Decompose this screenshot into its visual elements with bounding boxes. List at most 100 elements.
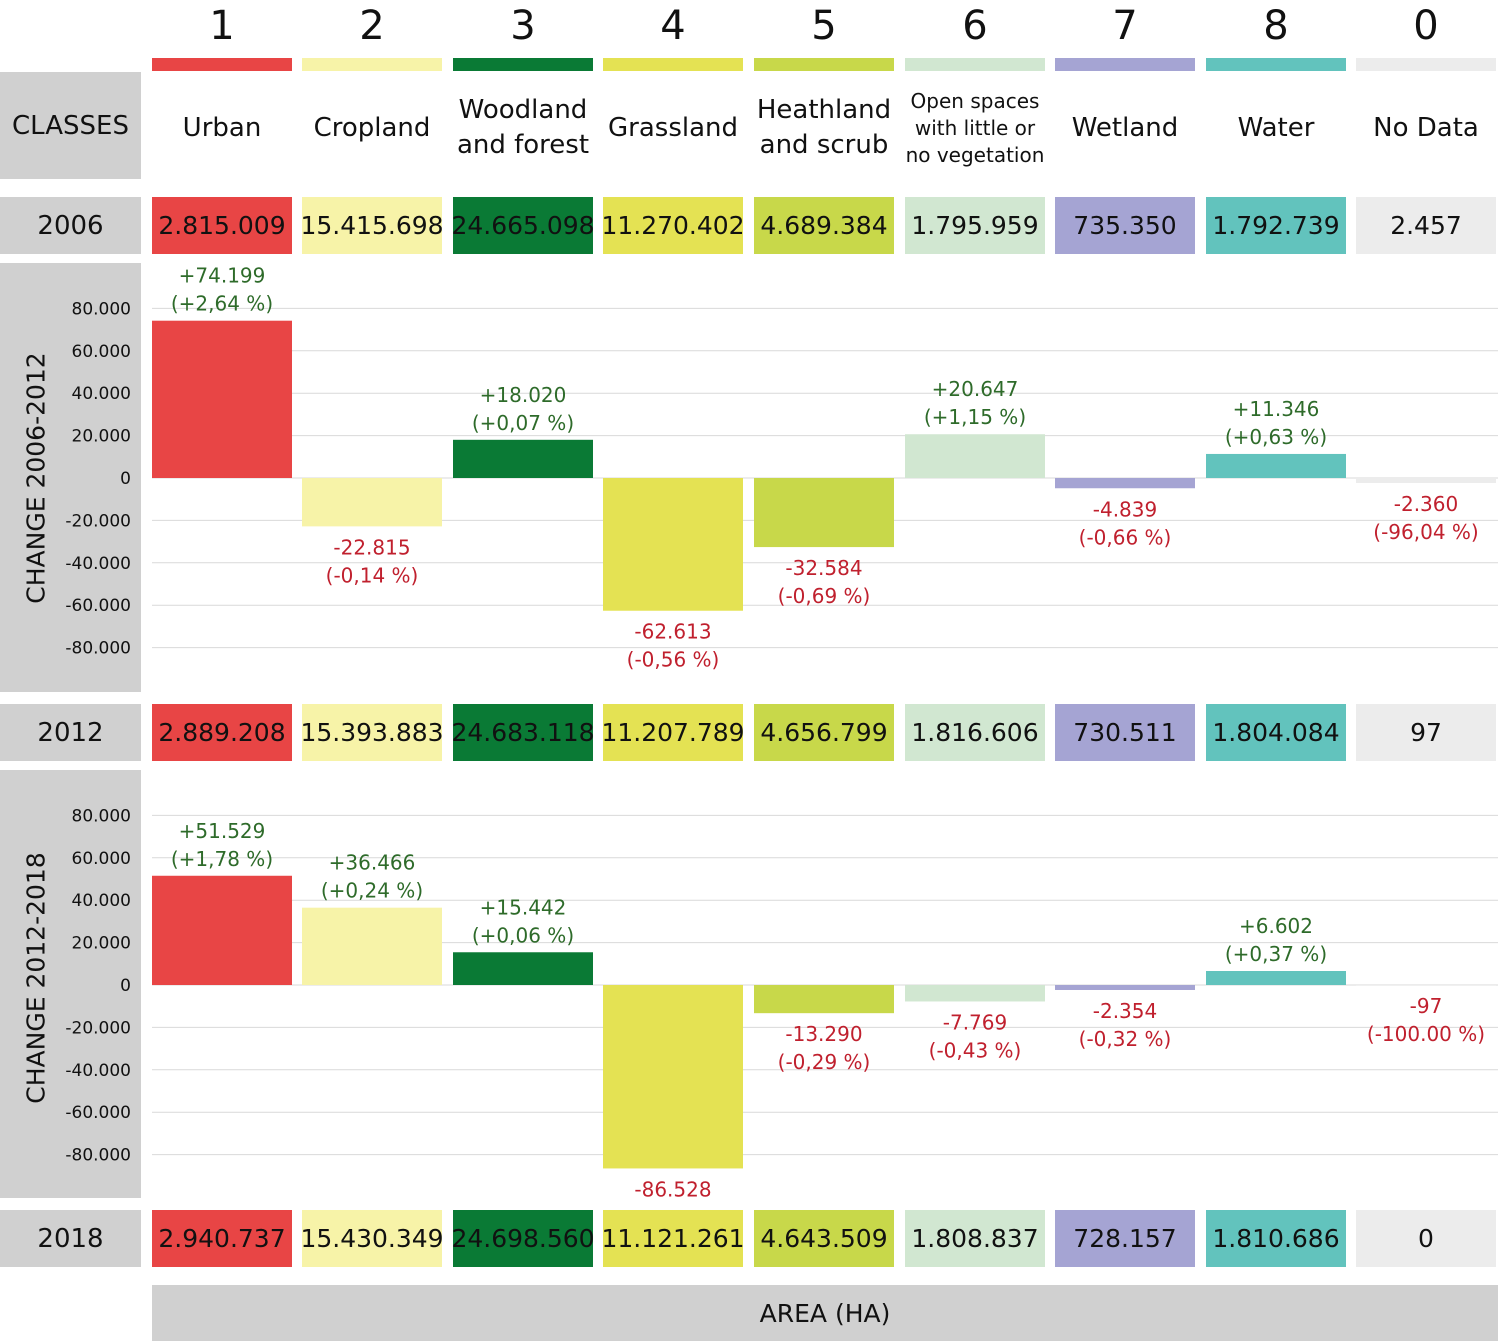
change-value-label: +74.199 — [179, 264, 266, 288]
change-value-label: +6.602 — [1239, 914, 1313, 938]
change-percent-label: (-100.00 %) — [1367, 1022, 1485, 1046]
class-name: Urban — [182, 112, 262, 143]
y-tick-label: -80.000 — [65, 639, 131, 659]
change-bar — [754, 478, 894, 548]
area-value-cell: 24.698.560 — [451, 1210, 595, 1267]
change-percent-label: (-0,29 %) — [778, 1050, 871, 1074]
y-tick-label: 60.000 — [72, 849, 131, 869]
class-code-0: 0 — [1413, 3, 1439, 49]
change-bar — [302, 907, 442, 985]
area-value-cell: 1.792.739 — [1206, 197, 1346, 254]
change-value-label: -2.354 — [1093, 999, 1157, 1023]
y-tick-label: 20.000 — [72, 427, 131, 447]
class-color-swatch — [152, 58, 292, 71]
change-value-label: -4.839 — [1093, 497, 1157, 521]
row-label-2006: 2006 — [0, 197, 141, 254]
area-value-cell: 2.815.009 — [152, 197, 292, 254]
change-percent-label: (-0,69 %) — [778, 584, 871, 608]
area-value-cell: 11.121.261 — [601, 1210, 745, 1267]
y-tick-label: -20.000 — [65, 1018, 131, 1038]
y-tick-label: -40.000 — [65, 1061, 131, 1081]
class-color-swatch — [453, 58, 593, 71]
class-code-4: 4 — [660, 3, 686, 49]
class-code-5: 5 — [811, 3, 837, 49]
change-value-label: -62.613 — [634, 620, 711, 644]
year-2018-label: 2018 — [37, 1223, 104, 1254]
area-value-cell: 730.511 — [1055, 704, 1195, 761]
change-value-label: -7.769 — [943, 1010, 1007, 1034]
area-value-cell: 1.816.606 — [905, 704, 1045, 761]
change-value-label: +18.020 — [480, 383, 567, 407]
area-value-cell: 97 — [1356, 704, 1496, 761]
change-bar — [152, 320, 292, 478]
class-color-swatch — [603, 58, 743, 71]
change-bar — [1356, 985, 1496, 986]
class-color-swatch — [302, 58, 442, 71]
row-label-classes: CLASSES — [0, 72, 141, 179]
area-value-cell: 4.643.509 — [754, 1210, 894, 1267]
year-2006-label: 2006 — [37, 210, 104, 241]
change-bar — [152, 875, 292, 985]
area-value-cell: 735.350 — [1055, 197, 1195, 254]
change-bar — [603, 478, 743, 611]
change-bar — [1356, 478, 1496, 484]
change-value-label: -2.360 — [1394, 492, 1458, 516]
change-panel-2-label-bg — [0, 770, 141, 1198]
y-tick-label: 40.000 — [72, 384, 131, 404]
y-tick-label: 40.000 — [72, 891, 131, 911]
class-code-3: 3 — [510, 3, 536, 49]
class-color-swatch — [1055, 58, 1195, 71]
change-bar — [603, 985, 743, 1169]
change-value-label: +51.529 — [179, 819, 266, 843]
class-name: Grassland — [608, 112, 738, 143]
year-2012-label: 2012 — [37, 717, 104, 748]
y-tick-label: -80.000 — [65, 1146, 131, 1166]
area-value-cell: 11.207.789 — [601, 704, 745, 761]
area-value-cell: 1.795.959 — [905, 197, 1045, 254]
change-bar — [754, 985, 894, 1014]
y-tick-label: 0 — [120, 976, 131, 996]
area-value-cell: 4.689.384 — [754, 197, 894, 254]
class-color-swatch — [1206, 58, 1346, 71]
change-percent-label: (+0,06 %) — [472, 923, 574, 947]
y-tick-label: 20.000 — [72, 934, 131, 954]
y-tick-label: -60.000 — [65, 1103, 131, 1123]
area-value-cell: 4.656.799 — [754, 704, 894, 761]
class-code-8: 8 — [1263, 3, 1289, 49]
change-value-label: -13.290 — [785, 1022, 862, 1046]
change-percent-label: (+2,64 %) — [171, 292, 273, 316]
class-name: Cropland — [313, 112, 431, 143]
change-percent-label: (-96,04 %) — [1373, 520, 1478, 544]
change-bar — [453, 439, 593, 478]
change-percent-label: (-0,14 %) — [326, 563, 419, 587]
classes-label: CLASSES — [12, 110, 129, 141]
y-tick-label: 80.000 — [72, 806, 131, 826]
area-value-cell: 15.430.349 — [300, 1210, 444, 1267]
class-name: Wetland — [1071, 112, 1179, 143]
change-bar — [1206, 971, 1346, 985]
class-color-swatch — [1356, 58, 1496, 71]
change-bar — [905, 434, 1045, 478]
row-label-2018: 2018 — [0, 1210, 141, 1267]
area-value-cell: 0 — [1356, 1210, 1496, 1267]
area-value-cell: 2.940.737 — [152, 1210, 292, 1267]
area-value-cell: 24.665.098 — [451, 197, 595, 254]
y-tick-label: -60.000 — [65, 596, 131, 616]
area-value-cell: 728.157 — [1055, 1210, 1195, 1267]
change-bar — [1055, 478, 1195, 489]
change-percent-label: (-0,66 %) — [1079, 525, 1172, 549]
change-bar — [1055, 985, 1195, 990]
change-value-label: -97 — [1410, 994, 1443, 1018]
class-code-7: 7 — [1112, 3, 1138, 49]
change-percent-label: (-0,32 %) — [1079, 1027, 1172, 1051]
y-tick-label: 60.000 — [72, 342, 131, 362]
change-percent-label: (-0,56 %) — [627, 648, 720, 672]
change-chart-2006-2012: 80.000 60.000 40.000 20.000 0 -20.000 -40.000 -… — [65, 264, 1498, 672]
change-value-label: +11.346 — [1233, 397, 1320, 421]
area-value-cell: 1.810.686 — [1206, 1210, 1346, 1267]
area-value-cell: 24.683.118 — [451, 704, 595, 761]
class-name: Heathland and scrub — [756, 95, 892, 160]
change-percent-label: (+1,78 %) — [171, 847, 273, 871]
change-bar — [302, 478, 442, 527]
area-unit-label: AREA (HA) — [759, 1298, 891, 1328]
